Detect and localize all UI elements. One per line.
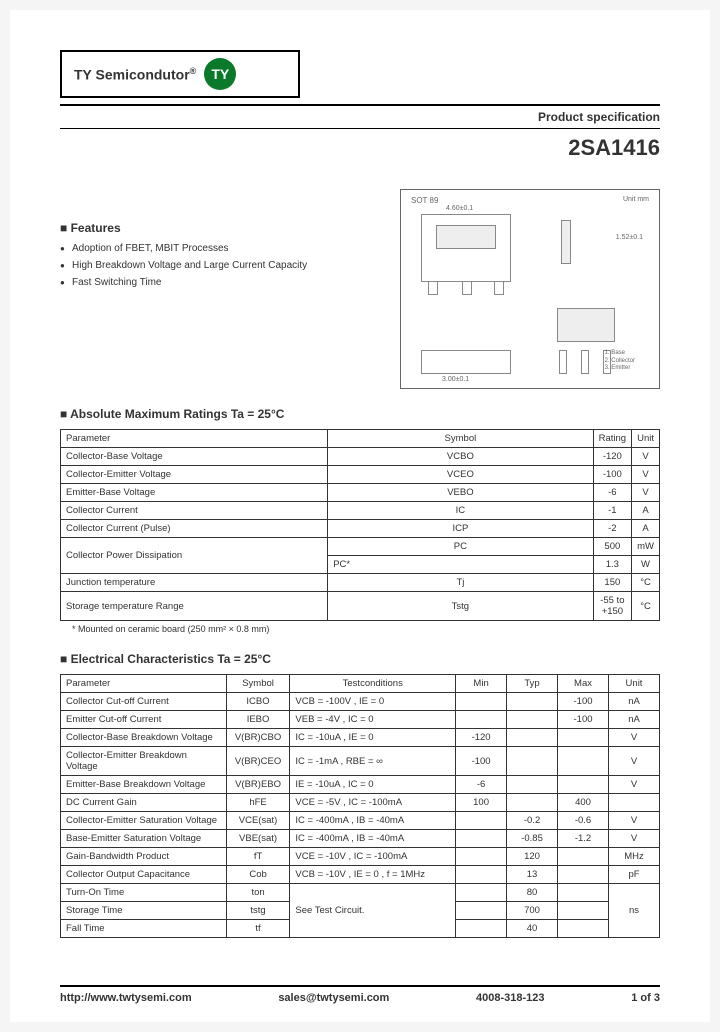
package-footprint: 3.00±0.1 <box>421 350 511 374</box>
pin-label: 3. Emitter <box>605 365 635 372</box>
package-top-view: 4.60±0.1 <box>421 214 511 282</box>
table-row: Collector Cut-off CurrentICBOVCB = -100V… <box>61 693 660 711</box>
divider <box>60 128 660 129</box>
brand-name: TY Semicondutor® <box>74 66 196 83</box>
part-number: 2SA1416 <box>60 135 660 161</box>
package-side-view: 1.52±0.1 <box>561 220 641 268</box>
dim-label: 4.60±0.1 <box>446 205 473 212</box>
table-row: Turn-On Timeton See Test Circuit. 80 ns <box>61 884 660 902</box>
dim-label: 3.00±0.1 <box>442 376 469 383</box>
table-header-row: Parameter Symbol Rating Unit <box>61 430 660 448</box>
table-row: Storage temperature RangeTstg-55 to +150… <box>61 592 660 621</box>
table-row: Gain-Bandwidth ProductfTVCE = -10V , IC … <box>61 848 660 866</box>
table-row: Collector-Base Breakdown VoltageV(BR)CBO… <box>61 729 660 747</box>
table-row: Collector Power DissipationPC500mW <box>61 538 660 556</box>
footer-page: 1 of 3 <box>631 992 660 1004</box>
ec-heading: Electrical Characteristics Ta = 25°C <box>60 652 660 666</box>
product-spec-label: Product specification <box>60 110 660 124</box>
abs-ratings-table: Parameter Symbol Rating Unit Collector-B… <box>60 429 660 621</box>
pin-label: 2. Collector <box>605 358 635 365</box>
col-header: Rating <box>593 430 631 448</box>
table-row: Collector-Emitter Breakdown VoltageV(BR)… <box>61 747 660 776</box>
features-heading: Features <box>60 221 386 235</box>
table-row: Base-Emitter Saturation VoltageVBE(sat)I… <box>61 830 660 848</box>
table-row: Collector Output CapacitanceCobVCB = -10… <box>61 866 660 884</box>
table-header-row: ParameterSymbolTestconditions MinTypMaxU… <box>61 675 660 693</box>
brand-header: TY Semicondutor® TY <box>60 50 300 98</box>
package-pinout: 1. Base 2. Collector 3. Emitter <box>551 308 641 374</box>
table-row: DC Current GainhFEVCE = -5V , IC = -100m… <box>61 794 660 812</box>
footer-phone: 4008-318-123 <box>476 992 545 1004</box>
col-header: Parameter <box>61 430 328 448</box>
table-row: Collector-Emitter Saturation VoltageVCE(… <box>61 812 660 830</box>
package-type-label: SOT 89 <box>411 196 438 205</box>
divider <box>60 104 660 106</box>
dim-label: 1.52±0.1 <box>616 234 643 241</box>
abs-footnote: * Mounted on ceramic board (250 mm² × 0.… <box>60 624 660 634</box>
page-footer: http://www.twtysemi.com sales@twtysemi.c… <box>60 985 660 1004</box>
table-row: Collector Current (Pulse)ICP-2A <box>61 520 660 538</box>
feature-item: Adoption of FBET, MBIT Processes <box>60 243 386 254</box>
feature-item: High Breakdown Voltage and Large Current… <box>60 260 386 271</box>
electrical-characteristics-table: ParameterSymbolTestconditions MinTypMaxU… <box>60 674 660 938</box>
footer-url: http://www.twtysemi.com <box>60 992 192 1004</box>
features-list: Adoption of FBET, MBIT Processes High Br… <box>60 243 386 288</box>
col-header: Symbol <box>328 430 593 448</box>
package-unit-label: Unit mm <box>623 196 649 203</box>
table-row: Emitter Cut-off CurrentIEBOVEB = -4V , I… <box>61 711 660 729</box>
footer-email: sales@twtysemi.com <box>278 992 389 1004</box>
feature-item: Fast Switching Time <box>60 277 386 288</box>
col-header: Unit <box>632 430 660 448</box>
table-row: Collector-Emitter VoltageVCEO-100V <box>61 466 660 484</box>
table-row: Collector-Base VoltageVCBO-120V <box>61 448 660 466</box>
pin-label: 1. Base <box>605 350 635 357</box>
table-row: Emitter-Base VoltageVEBO-6V <box>61 484 660 502</box>
table-row: Emitter-Base Breakdown VoltageV(BR)EBOIE… <box>61 776 660 794</box>
abs-ratings-heading: Absolute Maximum Ratings Ta = 25°C <box>60 407 660 421</box>
table-row: Collector CurrentIC-1A <box>61 502 660 520</box>
package-diagram: SOT 89 Unit mm 4.60±0.1 1.52±0.1 3.00±0.… <box>400 189 660 389</box>
table-row: Junction temperatureTj150°C <box>61 574 660 592</box>
brand-logo-icon: TY <box>204 58 236 90</box>
features-section: Features Adoption of FBET, MBIT Processe… <box>60 189 386 389</box>
